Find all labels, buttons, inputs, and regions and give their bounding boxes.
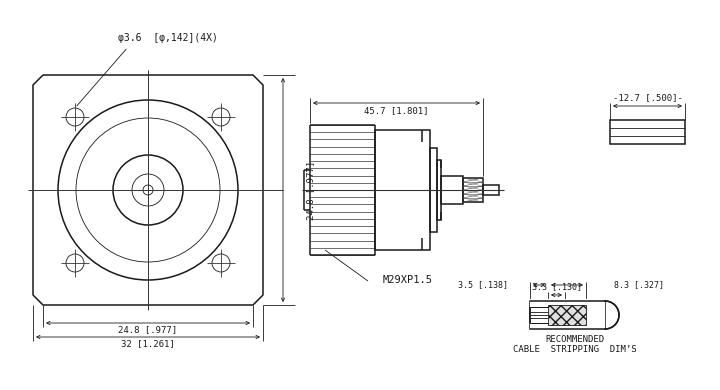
Bar [463,178,483,202]
Text: 8.3 [.327]: 8.3 [.327] [614,280,664,289]
Bar [530,299,605,331]
Text: -12.7 [.500]-: -12.7 [.500]- [613,94,683,103]
Text: M29XP1.5: M29XP1.5 [383,275,433,285]
Text: CABLE  STRIPPING  DIM’S: CABLE STRIPPING DIM’S [513,344,636,353]
Bar [610,120,685,144]
Bar [483,185,499,195]
Bar [430,148,437,232]
Text: 24.8 [.977]: 24.8 [.977] [307,160,315,220]
Text: 45.7 [1.801]: 45.7 [1.801] [364,106,428,115]
Text: 24.8 [.977]: 24.8 [.977] [118,326,178,335]
Bar [375,130,430,250]
Bar [441,176,463,204]
Bar [530,307,548,323]
Bar [437,160,441,220]
Text: φ3.6  [φ,142](4X): φ3.6 [φ,142](4X) [118,33,218,43]
Bar [530,301,605,329]
Text: 32 [1.261]: 32 [1.261] [121,340,175,349]
Text: 3.5 [.138]: 3.5 [.138] [458,280,508,289]
Bar [548,305,586,325]
Text: 3.3 [.130]: 3.3 [.130] [531,282,582,291]
Text: RECOMMENDED: RECOMMENDED [546,335,605,344]
